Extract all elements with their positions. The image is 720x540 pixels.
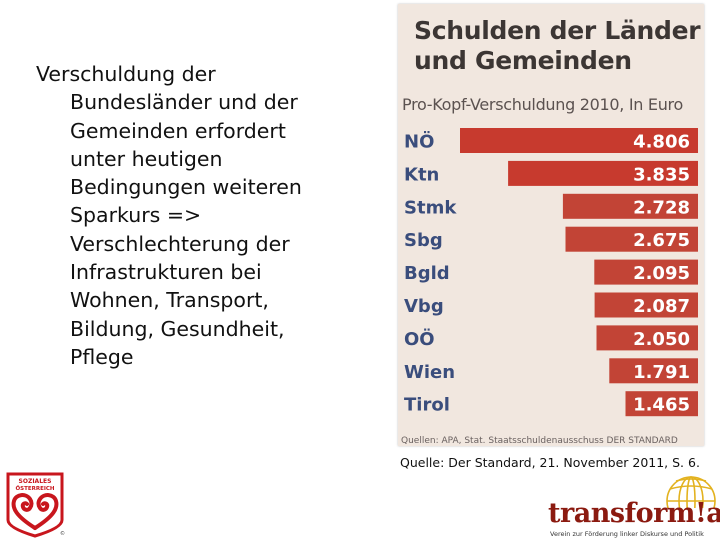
text-line: Verschlechterung der bbox=[70, 231, 290, 256]
value-label: 1.465 bbox=[633, 395, 690, 416]
value-label: 3.835 bbox=[633, 164, 690, 185]
category-label: Vbg bbox=[404, 296, 444, 317]
text-line: Bedingungen weiteren bbox=[70, 175, 302, 200]
svg-text:©: © bbox=[60, 530, 65, 537]
text-line: Infrastrukturen bei bbox=[70, 260, 262, 285]
bar-ktn bbox=[508, 160, 698, 186]
value-label: 2.728 bbox=[633, 197, 690, 218]
text-line: Wohnen, Transport, bbox=[70, 288, 269, 313]
bar-bgld bbox=[594, 259, 698, 285]
brand-name: transform!at bbox=[548, 498, 720, 529]
category-label: Wien bbox=[404, 362, 455, 383]
value-label: 2.050 bbox=[633, 329, 690, 350]
debt-bar-chart: NÖ 4.806 Ktn 3.835 Stmk 2.728 Sbg 2.675 Bgld 2.09… bbox=[404, 128, 698, 417]
chart-title-line: Schulden der Länder bbox=[414, 16, 701, 45]
value-label: 1.791 bbox=[633, 362, 690, 383]
bar-tirol bbox=[625, 391, 698, 417]
category-label: Sbg bbox=[404, 230, 443, 251]
bar-vbg bbox=[594, 292, 698, 318]
slide-bullet-text: Verschuldung der Bundesländer und der Ge… bbox=[36, 60, 376, 371]
brand-tagline: Verein zur Förderung linker Diskurse und… bbox=[550, 530, 704, 538]
value-label: 4.806 bbox=[633, 132, 690, 153]
bar-wien bbox=[609, 358, 698, 384]
text-line: unter heutigen bbox=[70, 146, 223, 171]
transform-at-logo: transform!at Verein zur Förderung linker… bbox=[548, 474, 720, 540]
bar-stmk bbox=[562, 193, 698, 219]
logo-lettering: ÖSTERREICH bbox=[15, 485, 54, 492]
logo-lettering: SOZIALES bbox=[19, 478, 52, 485]
text-line: Verschuldung der bbox=[36, 62, 216, 86]
chart-subtitle: Pro-Kopf-Verschuldung 2010, In Euro bbox=[402, 95, 683, 114]
chart-source-note: Quellen: APA, Stat. Staatsschuldenaussch… bbox=[401, 436, 678, 446]
source-citation: Quelle: Der Standard, 21. November 2011,… bbox=[400, 455, 700, 470]
soziales-oesterreich-logo: SOZIALES ÖSTERREICH © bbox=[2, 472, 68, 538]
value-label: 2.675 bbox=[633, 230, 690, 251]
value-label: 2.087 bbox=[633, 296, 690, 317]
text-line: Bildung, Gesundheit, bbox=[70, 316, 285, 341]
text-line: Sparkurs => bbox=[70, 203, 202, 228]
bar-nö bbox=[460, 128, 698, 153]
value-label: 2.095 bbox=[633, 263, 690, 284]
globe-icon bbox=[666, 476, 716, 508]
newspaper-chart-clipping: Schulden der Länder und Gemeinden Pro-Ko… bbox=[398, 4, 704, 446]
category-label: OÖ bbox=[404, 328, 435, 350]
chart-title-line: und Gemeinden bbox=[414, 46, 632, 75]
category-label: Tirol bbox=[404, 395, 450, 416]
text-line: Gemeinden erfordert bbox=[70, 118, 286, 143]
category-label: Ktn bbox=[404, 164, 439, 185]
category-label: Bgld bbox=[404, 263, 450, 284]
category-label: NÖ bbox=[404, 131, 434, 153]
text-line: Pflege bbox=[70, 344, 134, 369]
category-label: Stmk bbox=[404, 197, 457, 218]
text-line: Bundesländer und der bbox=[70, 90, 298, 115]
chart-title: Schulden der Länder und Gemeinden bbox=[414, 16, 701, 76]
bar-sbg bbox=[565, 226, 698, 252]
bar-oö bbox=[596, 325, 698, 351]
